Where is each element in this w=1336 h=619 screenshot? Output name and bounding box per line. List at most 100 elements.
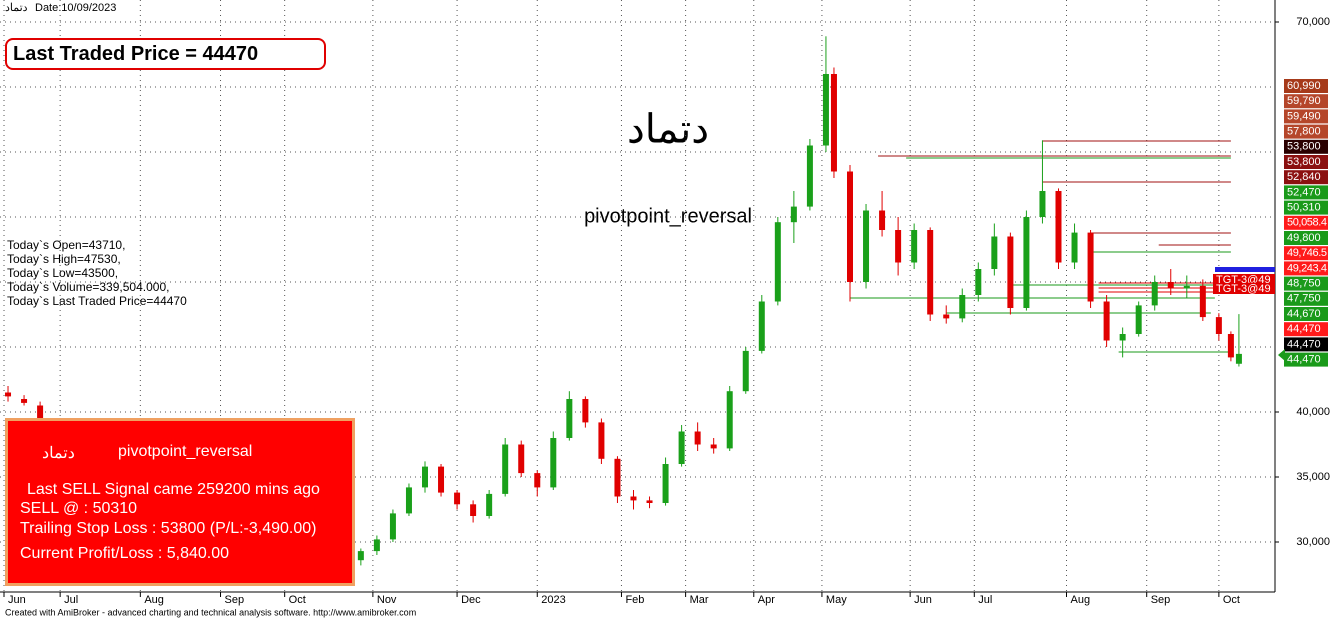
candle-body [1199, 285, 1206, 318]
x-tick-label: Nov [377, 594, 397, 606]
price-label: 52,840 [1287, 171, 1321, 183]
signal-line: Trailing Stop Loss : 53800 (P/L:-3,490.0… [20, 520, 317, 537]
date: Date:10/09/2023 [35, 2, 116, 14]
price-label-box [1284, 94, 1328, 109]
price-label-box [1284, 200, 1328, 215]
candle-body [373, 539, 380, 552]
candle-body [422, 466, 428, 488]
signal-system: pivotpoint_reversal [118, 443, 253, 460]
candle-body [895, 229, 902, 263]
price-label: 50,058.4 [1287, 217, 1327, 229]
candle-body [1119, 333, 1126, 341]
price-label: 53,800 [1287, 156, 1321, 168]
price-label: 59,790 [1287, 95, 1321, 107]
tgt-box [1213, 274, 1275, 285]
candle-body [550, 438, 557, 488]
price-label: 44,470 [1287, 354, 1321, 366]
x-tick-label: Sep [1151, 594, 1171, 606]
price-label: 49,800 [1287, 232, 1321, 244]
candle-body [1055, 190, 1062, 263]
price-label: 49,746.5 [1287, 247, 1327, 259]
x-tick-label: Aug [144, 594, 164, 606]
candle-body [1151, 281, 1158, 306]
price-label-box [1284, 276, 1328, 291]
watermark: دتماد [627, 108, 709, 152]
price-label: 44,470 [1287, 338, 1321, 350]
candle-body [790, 206, 797, 223]
price-label: 44,470 [1287, 323, 1321, 335]
candle-body [534, 473, 541, 488]
candle-body [566, 399, 573, 439]
x-tick-label: Jul [978, 594, 992, 606]
y-tick-label: 35,000 [1296, 471, 1330, 483]
price-label-box [1284, 261, 1328, 276]
candle-body [1167, 281, 1174, 289]
price-label: 44,670 [1287, 308, 1321, 320]
candle-body [438, 466, 445, 493]
x-tick-label: Sep [225, 594, 245, 606]
candle-body [630, 496, 637, 501]
x-tick-label: 2023 [541, 594, 565, 606]
signal-line: Current Profit/Loss : 5,840.00 [20, 545, 229, 562]
tgt-box [1213, 283, 1275, 294]
price-label-box [1284, 307, 1328, 321]
candle-body [1023, 216, 1030, 308]
candle-body [742, 350, 749, 392]
today-info: Today`s Last Traded Price=44470 [7, 294, 187, 308]
price-label-box [1284, 231, 1328, 245]
candle-body [662, 464, 669, 504]
candle-body [863, 210, 870, 282]
price-label-box [1284, 291, 1328, 306]
price-label: 52,470 [1287, 186, 1321, 198]
price-label: 57,800 [1287, 126, 1321, 138]
today-info: Today`s High=47530, [7, 252, 121, 266]
price-label-box [1284, 109, 1328, 124]
footer: Created with AmiBroker - advanced charti… [5, 607, 416, 617]
candle-body [518, 444, 525, 474]
candle-body [830, 73, 837, 172]
today-info: Today`s Open=43710, [7, 238, 125, 252]
price-label-box [1284, 155, 1328, 169]
x-tick-label: Jun [914, 594, 932, 606]
x-tick-label: Feb [625, 594, 644, 606]
x-tick-label: Aug [1071, 594, 1091, 606]
candle-body [470, 504, 477, 517]
candle-body [357, 551, 364, 561]
last-price-arrow [1278, 349, 1285, 361]
tgt-marker [1215, 267, 1275, 272]
tgt-label: TGT-3@49 [1216, 283, 1271, 295]
symbol: دتماد [5, 2, 28, 14]
price-label: 47,750 [1287, 293, 1321, 305]
candle-body [943, 314, 950, 319]
candle-body [774, 222, 781, 302]
candle-body [911, 229, 918, 263]
candle-body [598, 422, 605, 459]
candle-body [1087, 232, 1094, 302]
candle-body [726, 391, 733, 449]
signal-line: Last SELL Signal came 259200 mins ago [27, 481, 320, 498]
candle-body [502, 444, 509, 494]
price-label-box [1284, 79, 1328, 93]
x-tick-label: Apr [758, 594, 775, 606]
price-label-box [1284, 337, 1328, 352]
candle-body [991, 236, 998, 269]
candle-body [678, 431, 685, 465]
price-label-box [1284, 185, 1328, 200]
price-label-box [1284, 124, 1328, 139]
subtitle: pivotpoint_reversal [584, 205, 752, 227]
candle-body [486, 493, 493, 517]
candle-body [1215, 317, 1222, 334]
tgt-label: TGT-3@49 [1216, 274, 1271, 286]
x-tick-label: Jul [64, 594, 78, 606]
x-tick-label: Oct [289, 594, 306, 606]
today-info: Today`s Volume=339,504.000, [7, 280, 169, 294]
price-label-box [1284, 246, 1328, 261]
candle-body [405, 487, 412, 514]
candle-body [1235, 353, 1242, 364]
signal-box: دتماد pivotpoint_reversal Last SELL Sign… [5, 418, 355, 586]
candle-body [37, 405, 44, 423]
candle-body [822, 73, 829, 146]
candle-body [1039, 190, 1046, 217]
x-tick-label: Oct [1223, 594, 1240, 606]
